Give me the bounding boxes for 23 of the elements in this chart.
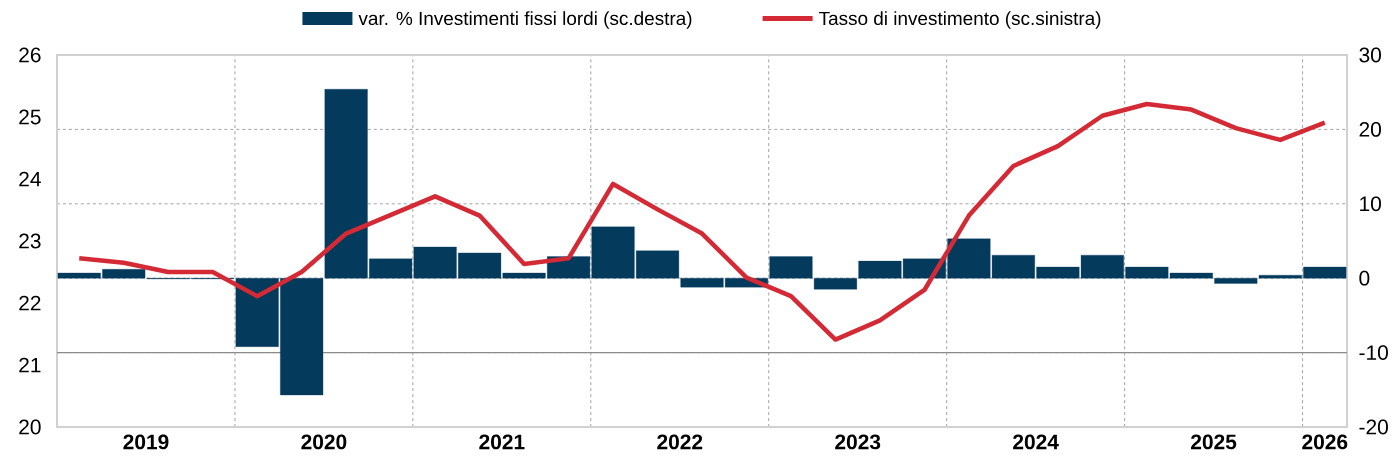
x-tick-label: 2022	[657, 434, 703, 450]
y-tick-label: 20	[19, 419, 41, 435]
y2-tick-label: 0	[1359, 270, 1370, 286]
y2-tick-label: 20	[1359, 121, 1381, 137]
y-tick-label: 21	[19, 357, 41, 373]
x-tick-label: 2020	[301, 434, 347, 450]
y2-tick-label: -10	[1359, 345, 1388, 360]
legend-label: Tasso di investimento (sc.sinistra)	[819, 11, 1101, 29]
y-tick-label: 24	[19, 171, 41, 187]
y2-tick-label: -20	[1359, 419, 1388, 435]
y2-tick-label: 30	[1359, 47, 1381, 63]
x-tick-label: 2025	[1191, 434, 1237, 450]
y-tick-label: 22	[19, 295, 41, 311]
x-tick-label: 2026	[1302, 434, 1348, 450]
y-tick-label: 26	[19, 47, 41, 63]
x-tick-label: 2019	[123, 434, 169, 450]
y2-tick-label: 10	[1360, 196, 1381, 212]
x-tick-label: 2023	[835, 434, 881, 450]
x-tick-label: 2024	[1013, 434, 1059, 450]
x-tick-label: 2021	[479, 434, 525, 450]
y-tick-label: 23	[19, 233, 41, 249]
legend-label: var. % Investimenti fissi lordi (sc.destra)	[358, 11, 692, 29]
y-tick-label: 25	[19, 109, 41, 125]
